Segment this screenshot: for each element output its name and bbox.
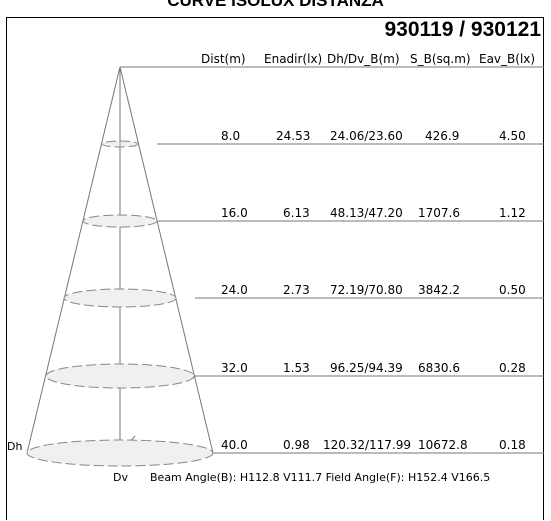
row-2-dh-dv: 48.13/47.20	[330, 206, 403, 220]
header-eav: Eav_B(lx)	[479, 52, 536, 66]
row-3-eav: 0.50	[499, 283, 526, 297]
row-1-dh-dv: 24.06/23.60	[330, 129, 403, 143]
beam-section-4	[45, 363, 195, 389]
beam-field-angle-info: Beam Angle(B): H112.8 V111.7 Field Angle…	[150, 471, 491, 484]
row-3-dist: 24.0	[221, 283, 248, 297]
row-2-enadir: 6.13	[283, 206, 310, 220]
row-1-enadir: 24.53	[276, 129, 311, 143]
row-1-dist: 8.0	[221, 129, 241, 143]
header-s-b: S_B(sq.m)	[410, 52, 471, 66]
row-3-s-b: 3842.2	[418, 283, 460, 297]
model-number: 930119 / 930121	[384, 18, 542, 41]
row-3-enadir: 2.73	[283, 283, 310, 297]
dv-label: Dv	[113, 471, 128, 484]
header-dh-dv: Dh/Dv_B(m)	[327, 52, 400, 66]
cone-edge-right	[119, 66, 214, 454]
row-1-eav: 4.50	[499, 129, 526, 143]
diagram-frame	[6, 17, 544, 520]
row-2-dist: 16.0	[221, 206, 248, 220]
row-5-enadir: 0.98	[283, 438, 310, 452]
page-title: CURVE ISOLUX DISTANZA	[167, 0, 384, 10]
row-1-s-b: 426.9	[425, 129, 460, 143]
beam-section-2	[82, 214, 158, 228]
row-4-enadir: 1.53	[283, 361, 310, 375]
row-4-eav: 0.28	[499, 361, 526, 375]
row-4-dist: 32.0	[221, 361, 248, 375]
cone-edge-left	[26, 66, 121, 454]
beam-section-5	[26, 439, 214, 467]
row-5-s-b: 10672.8	[418, 438, 468, 452]
row-2-eav: 1.12	[499, 206, 526, 220]
row-2-s-b: 1707.6	[418, 206, 460, 220]
header-dist: Dist(m)	[201, 52, 246, 66]
row-4-dh-dv: 96.25/94.39	[330, 361, 403, 375]
row-5-dh-dv: 120.32/117.99	[323, 438, 412, 452]
beam-section-3	[63, 288, 177, 308]
row-5-eav: 0.18	[499, 438, 526, 452]
row-5-dist: 40.0	[221, 438, 248, 452]
row-3-dh-dv: 72.19/70.80	[330, 283, 403, 297]
row-4-s-b: 6830.6	[418, 361, 460, 375]
dh-label: Dh	[7, 440, 23, 453]
header-enadir: Enadir(lx)	[264, 52, 323, 66]
